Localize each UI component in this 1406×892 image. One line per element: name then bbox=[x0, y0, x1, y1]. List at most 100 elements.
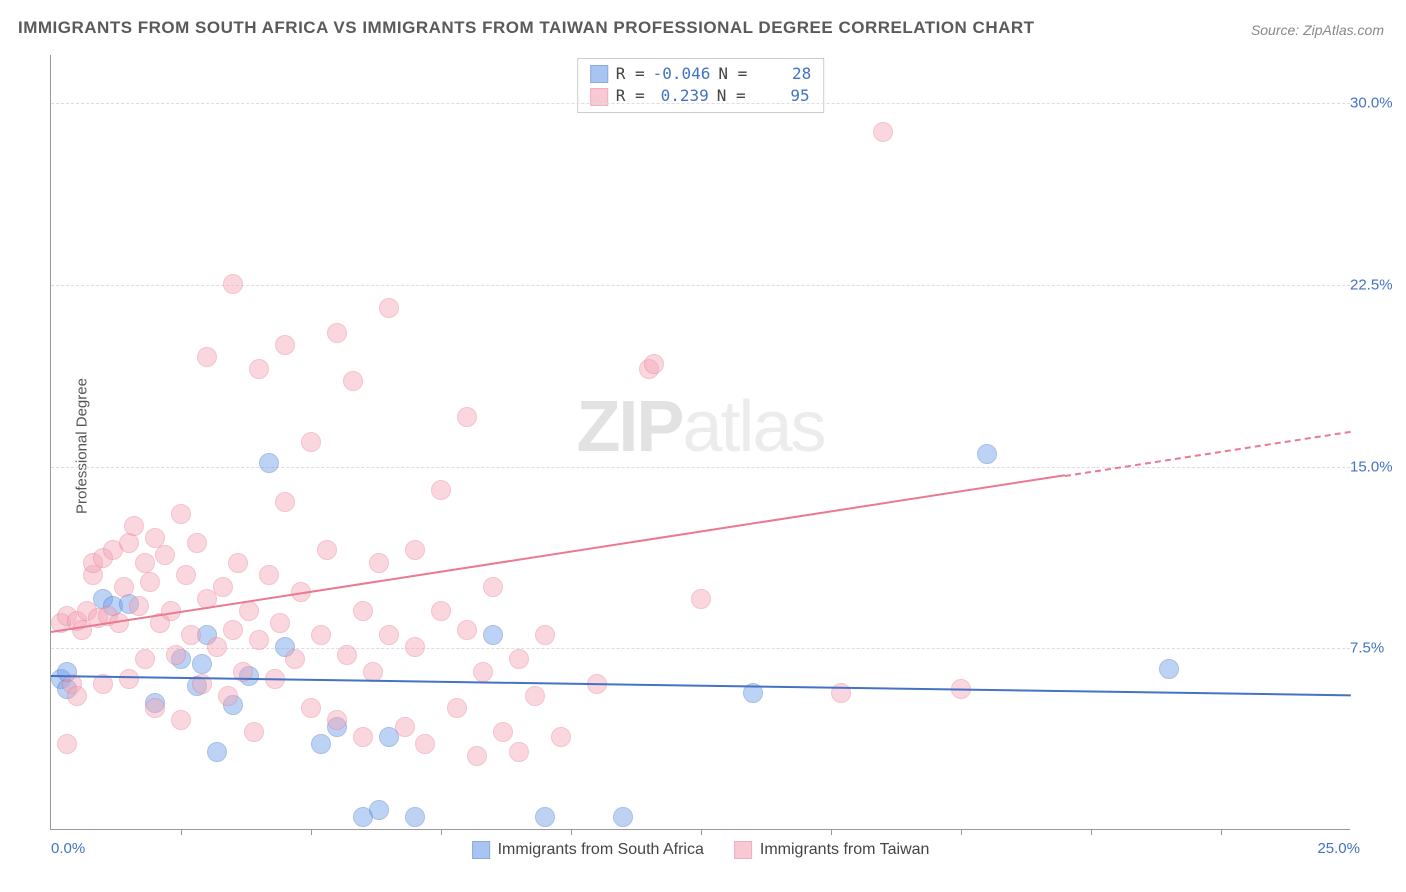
data-point bbox=[192, 654, 212, 674]
data-point bbox=[535, 625, 555, 645]
data-point bbox=[613, 807, 633, 827]
data-point bbox=[363, 662, 383, 682]
trend-line bbox=[51, 475, 1065, 634]
y-tick-label: 30.0% bbox=[1350, 95, 1400, 112]
x-tick-mark bbox=[961, 829, 962, 835]
data-point bbox=[327, 710, 347, 730]
data-point bbox=[166, 645, 186, 665]
data-point bbox=[873, 122, 893, 142]
data-point bbox=[155, 545, 175, 565]
data-point bbox=[525, 686, 545, 706]
data-point bbox=[67, 686, 87, 706]
data-point bbox=[379, 625, 399, 645]
data-point bbox=[379, 298, 399, 318]
data-point bbox=[124, 516, 144, 536]
data-point bbox=[395, 717, 415, 737]
data-point bbox=[244, 722, 264, 742]
data-point bbox=[535, 807, 555, 827]
data-point bbox=[259, 565, 279, 585]
data-point bbox=[171, 504, 191, 524]
data-point bbox=[275, 335, 295, 355]
data-point bbox=[129, 596, 149, 616]
data-point bbox=[140, 572, 160, 592]
data-point bbox=[249, 359, 269, 379]
data-point bbox=[1159, 659, 1179, 679]
data-point bbox=[493, 722, 513, 742]
data-point bbox=[135, 553, 155, 573]
data-point bbox=[171, 710, 191, 730]
chart-source: Source: ZipAtlas.com bbox=[1251, 22, 1384, 38]
x-tick-label: 0.0% bbox=[51, 840, 85, 857]
x-tick-mark bbox=[311, 829, 312, 835]
data-point bbox=[197, 347, 217, 367]
gridline bbox=[51, 285, 1350, 286]
chart-title: IMMIGRANTS FROM SOUTH AFRICA VS IMMIGRAN… bbox=[18, 18, 1035, 38]
data-point bbox=[415, 734, 435, 754]
data-point bbox=[551, 727, 571, 747]
data-point bbox=[119, 533, 139, 553]
data-point bbox=[213, 577, 233, 597]
data-point bbox=[343, 371, 363, 391]
x-tick-mark bbox=[441, 829, 442, 835]
data-point bbox=[135, 649, 155, 669]
data-point bbox=[176, 565, 196, 585]
data-point bbox=[259, 453, 279, 473]
legend: Immigrants from South Africa Immigrants … bbox=[472, 841, 930, 859]
legend-label: Immigrants from Taiwan bbox=[760, 841, 930, 859]
legend-item-b: Immigrants from Taiwan bbox=[734, 841, 930, 859]
data-point bbox=[187, 533, 207, 553]
data-point bbox=[223, 620, 243, 640]
swatch-icon bbox=[590, 65, 608, 83]
trend-line-dashed bbox=[1065, 430, 1351, 476]
data-point bbox=[145, 698, 165, 718]
data-point bbox=[353, 601, 373, 621]
data-point bbox=[509, 742, 529, 762]
data-point bbox=[405, 807, 425, 827]
data-point bbox=[119, 669, 139, 689]
data-point bbox=[57, 734, 77, 754]
gridline bbox=[51, 103, 1350, 104]
data-point bbox=[691, 589, 711, 609]
data-point bbox=[114, 577, 134, 597]
data-point bbox=[369, 800, 389, 820]
data-point bbox=[644, 354, 664, 374]
legend-item-a: Immigrants from South Africa bbox=[472, 841, 704, 859]
gridline bbox=[51, 648, 1350, 649]
legend-label: Immigrants from South Africa bbox=[498, 841, 704, 859]
data-point bbox=[239, 601, 259, 621]
x-tick-mark bbox=[571, 829, 572, 835]
data-point bbox=[431, 480, 451, 500]
plot-area: ZIPatlas R = -0.046 N = 28 R = 0.239 N =… bbox=[50, 55, 1350, 830]
data-point bbox=[207, 742, 227, 762]
data-point bbox=[483, 625, 503, 645]
data-point bbox=[431, 601, 451, 621]
y-tick-label: 7.5% bbox=[1350, 640, 1400, 657]
x-tick-mark bbox=[1221, 829, 1222, 835]
data-point bbox=[327, 323, 347, 343]
data-point bbox=[977, 444, 997, 464]
data-point bbox=[311, 625, 331, 645]
data-point bbox=[353, 727, 373, 747]
data-point bbox=[509, 649, 529, 669]
data-point bbox=[301, 432, 321, 452]
x-tick-mark bbox=[1091, 829, 1092, 835]
data-point bbox=[447, 698, 467, 718]
data-point bbox=[473, 662, 493, 682]
data-point bbox=[467, 746, 487, 766]
swatch-icon bbox=[734, 841, 752, 859]
x-tick-label: 25.0% bbox=[1317, 840, 1360, 857]
y-tick-label: 15.0% bbox=[1350, 458, 1400, 475]
x-tick-mark bbox=[831, 829, 832, 835]
data-point bbox=[207, 637, 227, 657]
data-point bbox=[249, 630, 269, 650]
data-point bbox=[223, 274, 243, 294]
gridline bbox=[51, 467, 1350, 468]
data-point bbox=[405, 540, 425, 560]
data-point bbox=[270, 613, 290, 633]
stat-box: R = -0.046 N = 28 R = 0.239 N = 95 bbox=[577, 58, 825, 113]
data-point bbox=[285, 649, 305, 669]
data-point bbox=[228, 553, 248, 573]
swatch-icon bbox=[472, 841, 490, 859]
data-point bbox=[311, 734, 331, 754]
data-point bbox=[483, 577, 503, 597]
